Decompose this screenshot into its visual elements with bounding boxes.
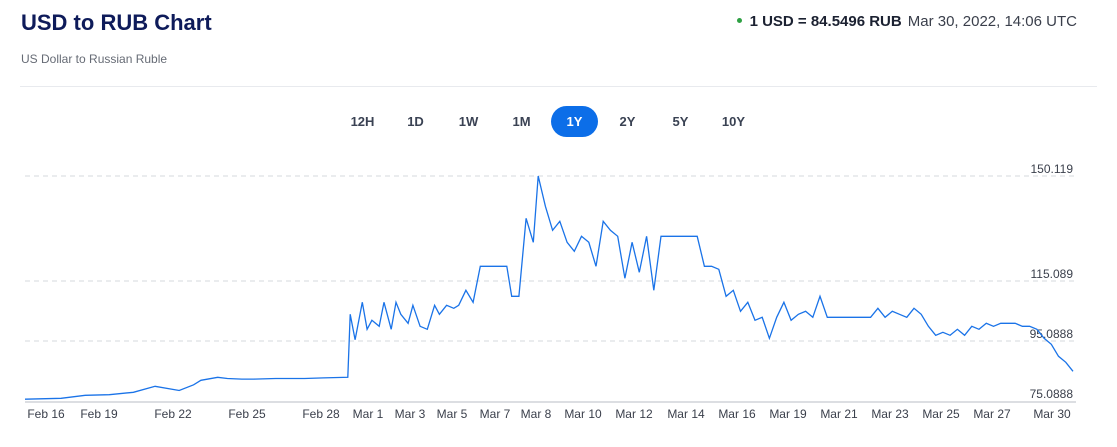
range-button-1y[interactable]: 1Y: [551, 106, 598, 137]
range-button-1d[interactable]: 1D: [389, 106, 442, 137]
range-button-10y[interactable]: 10Y: [707, 106, 760, 137]
x-tick-label: Mar 1: [353, 407, 384, 421]
y-axis-ticks: 150.119 115.089 95.0888 75.0888: [1030, 162, 1074, 401]
x-tick-label: Mar 21: [820, 407, 858, 421]
x-tick-label: Mar 8: [521, 407, 552, 421]
x-tick-label: Feb 19: [80, 407, 118, 421]
x-tick-label: Feb 25: [228, 407, 266, 421]
live-status-dot-icon: [736, 17, 742, 23]
header-divider: [20, 86, 1097, 87]
x-tick-label: Mar 25: [922, 407, 960, 421]
range-button-2y[interactable]: 2Y: [601, 106, 654, 137]
rate-timestamp: Mar 30, 2022, 14:06 UTC: [907, 13, 1077, 30]
range-button-1m[interactable]: 1M: [495, 106, 548, 137]
page-title: USD to RUB Chart: [21, 10, 212, 35]
x-tick-label: Feb 28: [302, 407, 340, 421]
x-tick-label: Mar 27: [973, 407, 1011, 421]
x-tick-label: Mar 14: [667, 407, 705, 421]
y-tick-label: 75.0888: [1030, 387, 1074, 401]
range-button-5y[interactable]: 5Y: [654, 106, 707, 137]
y-tick-label: 115.089: [1031, 267, 1074, 281]
x-tick-label: Mar 5: [437, 407, 468, 421]
x-axis-ticks: Feb 16 Feb 19 Feb 22 Feb 25 Feb 28 Mar 1 Mar 3…: [27, 407, 1071, 421]
rate-value: 1 USD = 84.5496 RUB: [749, 13, 902, 30]
page-subtitle: US Dollar to Russian Ruble: [21, 52, 168, 66]
time-range-selector: 12H 1D 1W 1M 1Y 2Y 5Y 10Y: [336, 106, 760, 137]
y-tick-label: 150.119: [1031, 162, 1074, 176]
x-tick-label: Mar 12: [615, 407, 653, 421]
x-tick-label: Mar 16: [718, 407, 756, 421]
y-tick-label: 95.0888: [1030, 327, 1074, 341]
x-tick-label: Mar 30: [1033, 407, 1071, 421]
range-button-1w[interactable]: 1W: [442, 106, 495, 137]
x-tick-label: Mar 3: [395, 407, 426, 421]
usd-rub-series-line: [24, 175, 1074, 400]
x-tick-label: Feb 22: [154, 407, 192, 421]
chart-grid: [25, 175, 1076, 342]
x-tick-label: Mar 10: [564, 407, 602, 421]
x-tick-label: Mar 7: [480, 407, 511, 421]
current-rate: 1 USD = 84.5496 RUB Mar 30, 2022, 14:06 U…: [736, 13, 1077, 30]
x-tick-label: Mar 19: [769, 407, 807, 421]
range-button-12h[interactable]: 12H: [336, 106, 389, 137]
x-tick-label: Mar 23: [871, 407, 909, 421]
x-tick-label: Feb 16: [27, 407, 65, 421]
